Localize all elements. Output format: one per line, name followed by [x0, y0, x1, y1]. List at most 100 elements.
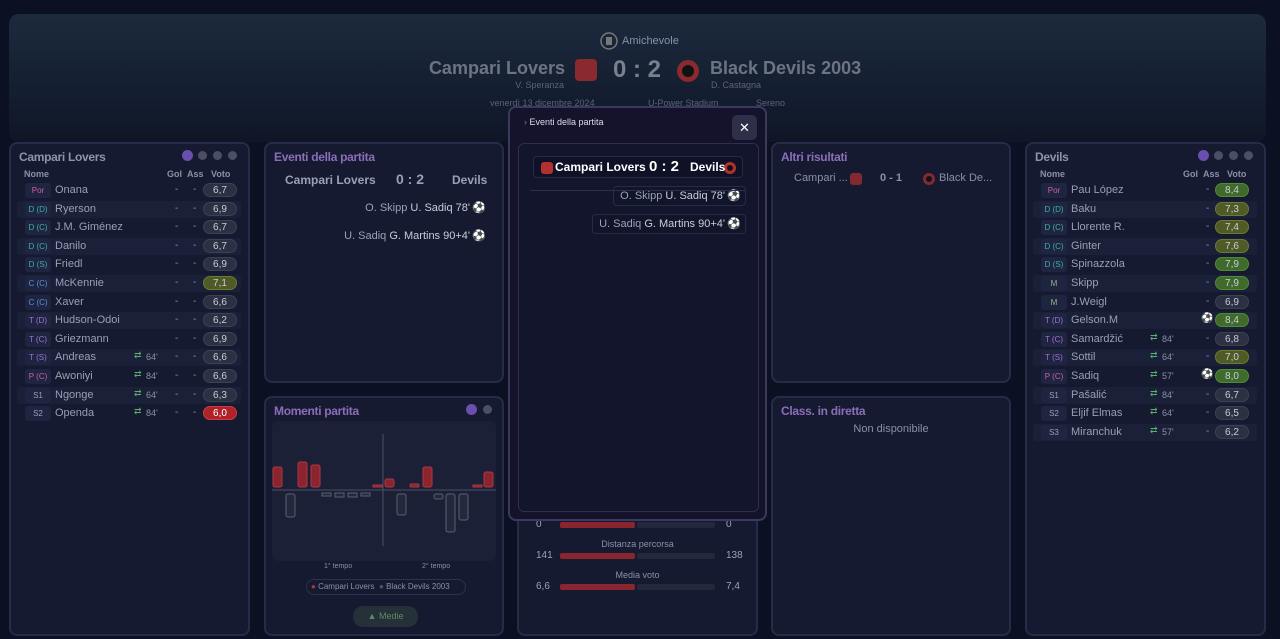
player-row[interactable]: D (D) Ryerson - -6,9 [17, 200, 241, 218]
position-badge: S1 [25, 387, 51, 403]
position-badge: D (S) [1041, 257, 1067, 273]
result-score: 0 - 1 [880, 172, 903, 184]
player-row[interactable]: S1 Ngonge ⇄ 64' - -6,3 [17, 386, 241, 404]
goal-event[interactable]: O. Skipp U. Sadiq 78' ⚽ [359, 199, 490, 219]
stat-home: 141 [536, 550, 553, 561]
player-row[interactable]: T (C)Samardžić⇄84'--6,8 [1033, 331, 1257, 348]
page-dot[interactable] [182, 150, 193, 161]
player-row[interactable]: D (C)Llorente R.--7,4 [1033, 219, 1257, 236]
goals: - [1206, 407, 1210, 419]
page-dot[interactable] [228, 151, 237, 160]
sub-icon: ⇄ [1150, 424, 1158, 435]
player-name: Onana [55, 184, 89, 196]
player-row[interactable]: D (C) Danilo - -6,7 [17, 237, 241, 255]
assists: - [193, 239, 197, 251]
assists: - [193, 258, 197, 270]
player-row[interactable]: T (D)Gelson.M⚽-8,4 [1033, 312, 1257, 330]
first-half-label: 1° tempo [324, 563, 353, 570]
rating: 6,8 [1215, 331, 1249, 346]
position-badge: S2 [25, 406, 51, 422]
player-name: Llorente R. [1071, 221, 1125, 234]
player-row[interactable]: D (C)Ginter--7,6 [1033, 237, 1257, 255]
rating: 6,2 [203, 313, 237, 328]
score: 0 : 2 [612, 56, 662, 83]
player-row[interactable]: P (C) Awoniyi ⇄ 84' - -6,6 [17, 368, 241, 385]
assists: - [193, 370, 197, 381]
position-badge: C (C) [25, 276, 51, 291]
sub-icon: ⇄ [134, 369, 142, 379]
player-row[interactable]: P (C)Sadiq⇄57'⚽18,0 [1033, 368, 1257, 385]
player-row[interactable]: C (C) Xaver - -6,6 [17, 294, 241, 311]
goal-event[interactable]: O. Skipp U. Sadiq 78' ⚽ [613, 186, 746, 206]
player-row[interactable]: T (S) Andreas ⇄ 64' - -6,6 [17, 349, 241, 367]
position-badge: D (S) [25, 257, 51, 273]
team-name: Campari Lovers [555, 160, 646, 174]
player-row[interactable]: D (S)Spinazzola--7,9 [1033, 256, 1257, 273]
legend: ● Campari Lovers ● Black Devils 2003 [306, 579, 466, 595]
goals: - [175, 388, 179, 400]
rating: 6,9 [1215, 294, 1249, 309]
close-button[interactable]: ✕ [732, 115, 757, 140]
team-name: Devils [690, 160, 726, 174]
rating: 7,4 [1215, 220, 1249, 235]
stat-bar [637, 553, 715, 559]
goal-event[interactable]: U. Sadiq G. Martins 90+4' ⚽ [592, 214, 746, 234]
page-dot[interactable] [466, 404, 477, 415]
rating: 8,4 [1215, 183, 1249, 197]
column-header: Gol [1183, 169, 1198, 179]
player-row[interactable]: MJ.Weigl--6,9 [1033, 294, 1257, 311]
sub-icon: ⇄ [1150, 350, 1158, 361]
page-dot[interactable] [1229, 151, 1238, 160]
player-row[interactable]: D (C) J.M. Giménez - -6,7 [17, 219, 241, 236]
player-name: Pau López [1071, 184, 1124, 196]
player-row[interactable]: D (D)Baku--7,3 [1033, 200, 1257, 218]
assist: O. Skipp [620, 190, 663, 202]
player-row[interactable]: T (C) Griezmann - -6,9 [17, 331, 241, 348]
page-dot[interactable] [483, 405, 492, 414]
player-name: Gelson.M [1071, 314, 1119, 327]
rating: 7,9 [1215, 257, 1249, 272]
player-row[interactable]: Por Onana - -6,7 [17, 182, 241, 199]
player-name: Ngonge [55, 388, 94, 401]
player-name: Friedl [55, 258, 83, 271]
goals: - [175, 258, 179, 270]
goal-event[interactable]: U. Sadiq G. Martins 90+4' ⚽ [338, 227, 490, 247]
rating: 6,9 [203, 331, 237, 346]
page-dot[interactable] [198, 151, 207, 160]
sub-icon: ⇄ [134, 387, 142, 398]
goals: - [1206, 351, 1210, 363]
modal-title-text: Eventi della partita [529, 117, 604, 127]
page-dot[interactable] [1244, 151, 1253, 160]
result-home: Campari ... [794, 172, 848, 184]
position-badge: D (D) [25, 201, 51, 217]
position-badge: D (C) [25, 238, 51, 254]
assists: - [193, 332, 197, 344]
player-row[interactable]: T (S)Sottil⇄64'--7,0 [1033, 349, 1257, 367]
competition: Amichevole [622, 35, 679, 47]
player-row[interactable]: D (S) Friedl - -6,9 [17, 256, 241, 273]
player-row[interactable]: T (D) Hudson-Odoi - -6,2 [17, 312, 241, 330]
legend-item: Black Devils 2003 [386, 582, 450, 591]
player-row[interactable]: C (C) McKennie - -7,1 [17, 275, 241, 292]
page-dot[interactable] [213, 151, 222, 160]
rating: 6,2 [1215, 424, 1249, 439]
goals: - [1206, 388, 1210, 400]
assists: - [193, 221, 197, 233]
sub-minute: 84' [1162, 333, 1174, 344]
player-row[interactable]: S2 Openda ⇄ 84' - -6,0 [17, 405, 241, 422]
competition-icon [600, 32, 618, 50]
page-dot[interactable] [1214, 151, 1223, 160]
assists: - [193, 314, 197, 326]
stat-label: Media voto [615, 570, 660, 580]
averages-button[interactable]: ▲ Medie [353, 606, 418, 627]
position-badge: P (C) [1041, 369, 1067, 384]
page-dot[interactable] [1198, 150, 1209, 161]
sub-minute: 57' [1162, 426, 1174, 437]
assists: - [193, 202, 197, 214]
goals: - [175, 407, 179, 419]
